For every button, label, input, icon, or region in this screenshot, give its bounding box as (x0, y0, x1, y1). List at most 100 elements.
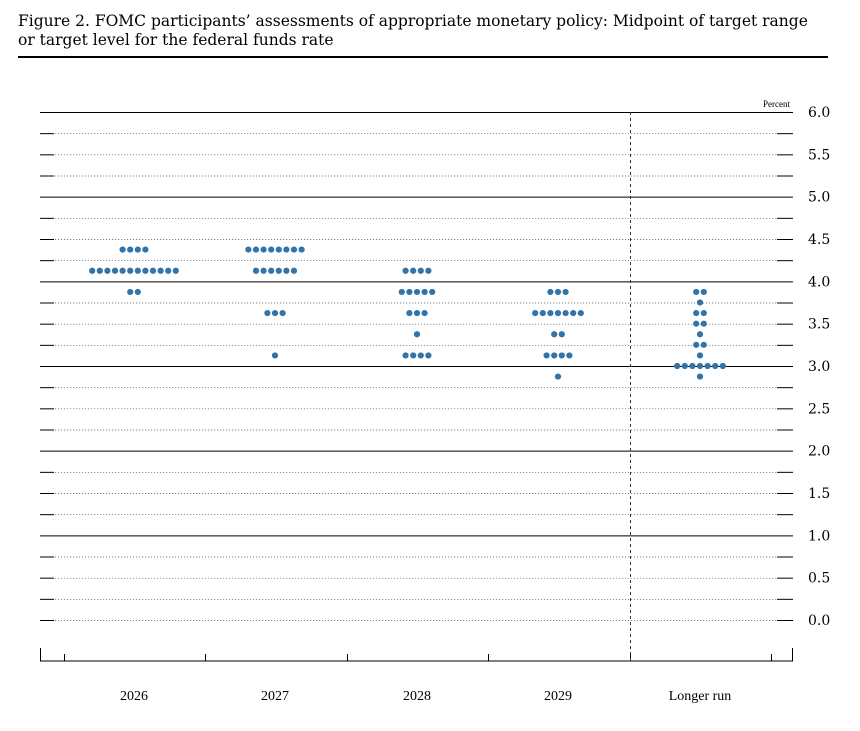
participant-dot (719, 362, 726, 370)
participant-dot (260, 267, 267, 274)
participant-dot (142, 267, 149, 274)
participant-dot (700, 288, 707, 296)
participant-dot (570, 309, 577, 317)
y-tick-label: 2.5 (808, 401, 830, 417)
participant-dot (127, 288, 134, 296)
participant-dot (700, 309, 707, 317)
participant-dot (245, 246, 252, 253)
unit-label: Percent (763, 99, 790, 109)
participant-dot (429, 288, 436, 296)
participant-dot (413, 288, 421, 296)
participant-dot (406, 288, 413, 296)
participant-dot (413, 309, 421, 317)
participant-dot (268, 246, 275, 253)
y-tick-labels: 6.0 5.5 5.0 4.5 4.0 3.5 3.0 2.5 2.0 1.5 1.0 0.5 0.0 (808, 105, 830, 629)
participant-dot (554, 288, 562, 296)
y-tick-label: 1.0 (808, 528, 830, 544)
participant-dot (689, 362, 696, 370)
participant-dot (142, 246, 149, 253)
participant-dot (104, 267, 111, 274)
participant-dot (558, 331, 565, 338)
participant-dot (410, 267, 417, 274)
participant-dot (547, 309, 554, 317)
participant-dot (704, 362, 711, 370)
participant-dot (283, 246, 290, 253)
participant-dot (271, 352, 279, 359)
title-rule (18, 56, 828, 58)
participant-dot (264, 309, 271, 317)
participant-dot (547, 288, 554, 296)
participant-dot (402, 267, 409, 274)
participant-dot (693, 320, 700, 327)
participant-dot (413, 331, 421, 338)
participant-dot (283, 267, 290, 274)
participant-dot (674, 362, 681, 370)
participant-dot (134, 267, 141, 274)
participant-dot (252, 267, 260, 274)
participant-dot (421, 309, 428, 317)
participant-dot (157, 267, 164, 274)
participant-dot (696, 373, 704, 380)
y-tick-label: 2.0 (808, 444, 830, 460)
y-tick-label: 1.5 (808, 486, 830, 502)
y-tick-label: 0.0 (808, 613, 830, 629)
y-tick-label: 4.5 (808, 232, 830, 248)
participant-dot (402, 352, 409, 359)
participant-dot (275, 246, 282, 253)
y-tick-label: 3.0 (808, 359, 830, 375)
participant-dot (696, 362, 704, 370)
participant-dot (127, 246, 134, 253)
participant-dot (566, 352, 573, 359)
participant-dot (89, 267, 96, 274)
y-tick-label: 3.5 (808, 317, 830, 333)
participant-dot (577, 309, 584, 317)
participant-dot (421, 288, 428, 296)
x-category-label: Longer run (669, 689, 732, 704)
participant-dot (96, 267, 103, 274)
participant-dot (406, 309, 413, 317)
participant-dot (111, 267, 119, 274)
participant-dot (279, 309, 286, 317)
participant-dot (693, 288, 700, 296)
participant-dot (558, 352, 565, 359)
x-category-label: 2029 (544, 689, 572, 704)
participant-dot (275, 267, 282, 274)
participant-dot (696, 331, 704, 338)
participant-dot (410, 352, 417, 359)
participant-dot (417, 267, 424, 274)
participant-dot (551, 331, 558, 338)
participant-dot (271, 309, 279, 317)
y-tick-label: 4.0 (808, 274, 830, 290)
participant-dot (119, 246, 126, 253)
participant-dot (562, 309, 569, 317)
participant-dot (425, 352, 432, 359)
participant-dot (693, 341, 700, 348)
x-category-label: 2028 (403, 689, 431, 704)
participant-dot (554, 373, 562, 380)
participant-dot (172, 267, 179, 274)
participant-dot (119, 267, 126, 274)
participant-dot (298, 246, 305, 253)
participant-dot (700, 341, 707, 348)
y-tick-label: 5.5 (808, 147, 830, 163)
participant-dot (165, 267, 172, 274)
dots (89, 246, 726, 380)
participant-dot (417, 352, 424, 359)
participant-dot (532, 309, 539, 317)
participant-dot (252, 246, 260, 253)
participant-dot (681, 362, 688, 370)
y-tick-label: 6.0 (808, 105, 830, 121)
participant-dot (290, 267, 298, 274)
participant-dot (693, 309, 700, 317)
participant-dot (543, 352, 550, 359)
participant-dot (268, 267, 275, 274)
participant-dot (134, 246, 141, 253)
participant-dot (425, 267, 432, 274)
participant-dot (398, 288, 405, 296)
participant-dot (260, 246, 267, 253)
x-category-label: 2026 (120, 689, 148, 704)
y-tick-label: 5.0 (808, 190, 830, 206)
x-category-labels: 2026 2027 2028 2029 Longer run (120, 689, 731, 704)
participant-dot (134, 288, 141, 296)
